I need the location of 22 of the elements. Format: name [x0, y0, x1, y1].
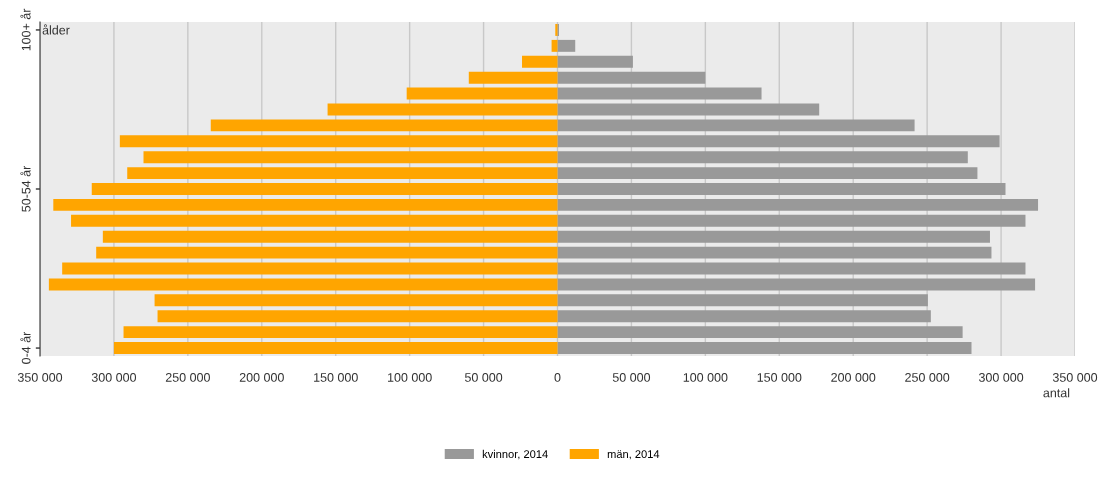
x-tick-label: 250 000 — [905, 373, 950, 382]
x-tick-label: 50 000 — [612, 373, 651, 382]
y-tick-label: 0-4 år — [20, 331, 31, 364]
x-tick-label: 350 000 — [1052, 373, 1098, 382]
legend-label: kvinnor, 2014 — [482, 449, 548, 460]
y-axis-title: ålder — [42, 24, 70, 35]
y-tick-label: 50-54 år — [20, 165, 31, 212]
x-tick-label: 200 000 — [239, 373, 284, 382]
x-tick-label: 250 000 — [165, 373, 210, 382]
legend-label: män, 2014 — [607, 450, 660, 460]
y-tick-label: 100+ år — [20, 8, 31, 51]
x-tick-label: 200 000 — [831, 373, 876, 382]
x-tick-label: 150 000 — [314, 373, 358, 382]
x-tick-label: 100 000 — [683, 373, 728, 382]
x-tick-label: 50 000 — [464, 373, 503, 382]
x-tick-label: 350 000 — [17, 373, 63, 382]
x-tick-label: 0 — [554, 373, 561, 382]
x-tick-label: 100 000 — [388, 373, 432, 382]
x-tick-label: 300 000 — [91, 373, 137, 382]
x-tick-label: 300 000 — [978, 373, 1024, 382]
x-tick-label: 150 000 — [757, 373, 802, 382]
x-axis-title: antal — [1043, 388, 1070, 398]
